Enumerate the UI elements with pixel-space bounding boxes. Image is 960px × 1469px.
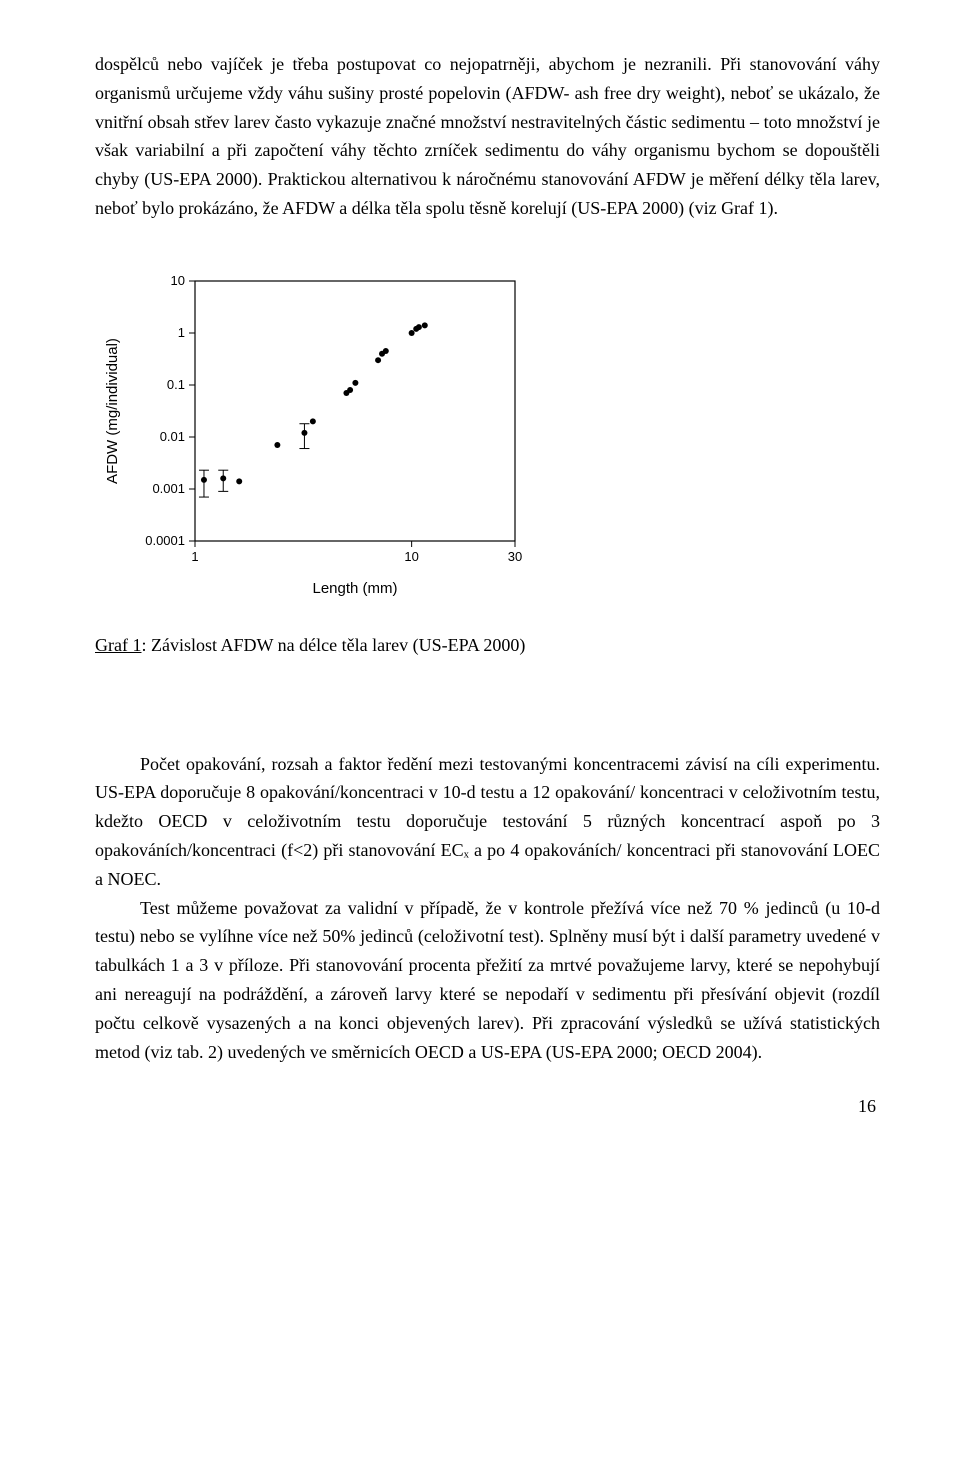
chart-container: 10 1 0.1 0.01 0.001 0.0001 1 10 30 Length (mm) AFD…	[95, 261, 880, 601]
svg-text:Length (mm): Length (mm)	[312, 580, 397, 597]
svg-text:0.01: 0.01	[160, 429, 185, 444]
page-number: 16	[95, 1096, 880, 1117]
svg-text:1: 1	[191, 549, 198, 564]
body-paragraph-2: Počet opakování, rozsah a faktor ředění …	[95, 750, 880, 894]
svg-text:AFDW (mg/individual): AFDW (mg/individual)	[104, 338, 121, 484]
svg-text:0.1: 0.1	[167, 377, 185, 392]
caption-text: : Závislost AFDW na délce těla larev (US…	[141, 635, 525, 655]
caption-label: Graf 1	[95, 635, 141, 655]
svg-text:1: 1	[178, 325, 185, 340]
svg-text:0.001: 0.001	[152, 481, 185, 496]
afdw-length-chart: 10 1 0.1 0.01 0.001 0.0001 1 10 30 Length (mm) AFD…	[95, 261, 535, 601]
svg-text:0.0001: 0.0001	[145, 533, 185, 548]
body-paragraph-1: dospělců nebo vajíček je třeba postupova…	[95, 50, 880, 223]
body-paragraph-3: Test můžeme považovat za validní v přípa…	[95, 894, 880, 1067]
svg-text:10: 10	[404, 549, 418, 564]
svg-text:10: 10	[171, 273, 185, 288]
svg-text:30: 30	[508, 549, 522, 564]
chart-caption: Graf 1: Závislost AFDW na délce těla lar…	[95, 631, 880, 660]
